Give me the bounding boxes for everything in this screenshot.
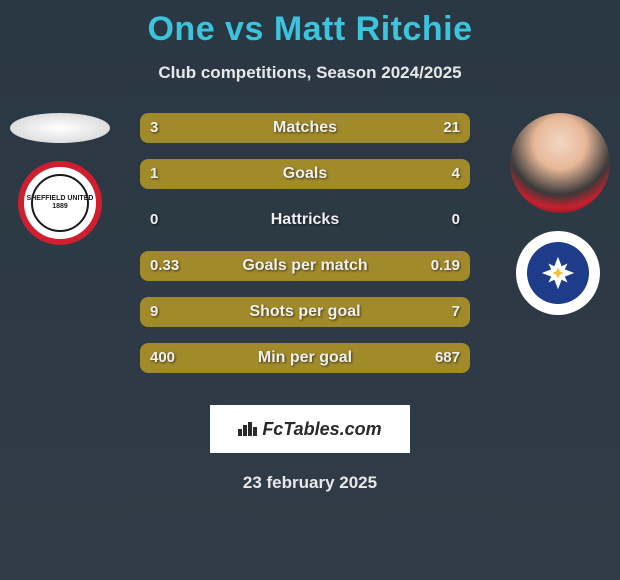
branding-label: FcTables.com [262, 419, 381, 440]
player-right-avatar [510, 113, 610, 213]
stat-label: Hattricks [140, 205, 470, 235]
branding-badge: FcTables.com [210, 405, 410, 453]
stat-value-left: 0.33 [150, 251, 179, 281]
star-icon [540, 255, 576, 291]
stat-label: Matches [140, 113, 470, 143]
player-right-column [510, 113, 610, 315]
date-label: 23 february 2025 [0, 473, 620, 493]
page-title: One vs Matt Ritchie [0, 0, 620, 49]
stat-value-right: 687 [435, 343, 460, 373]
stat-value-left: 400 [150, 343, 175, 373]
stat-label: Goals [140, 159, 470, 189]
stat-value-left: 0 [150, 205, 158, 235]
stat-row: Min per goal400 687 [140, 343, 470, 373]
stat-label: Shots per goal [140, 297, 470, 327]
club-crest-left: SHEFFIELD UNITED 1889 [18, 161, 102, 245]
stat-bars: Matches3 21 Goals1 4 Hattricks0 0 Goals per ma… [140, 113, 470, 389]
stat-row: Goals1 4 [140, 159, 470, 189]
comparison-area: SHEFFIELD UNITED 1889 Matches3 21 Goals1 4 H… [0, 113, 620, 393]
stat-label: Min per goal [140, 343, 470, 373]
club-crest-right [516, 231, 600, 315]
stat-value-right: 0 [452, 205, 460, 235]
stat-row: Matches3 21 [140, 113, 470, 143]
stat-value-right: 0.19 [431, 251, 460, 281]
crest-left-text: SHEFFIELD UNITED 1889 [24, 195, 96, 210]
stat-value-left: 3 [150, 113, 158, 143]
subtitle: Club competitions, Season 2024/2025 [0, 63, 620, 83]
player-left-column: SHEFFIELD UNITED 1889 [10, 113, 110, 245]
stat-value-right: 4 [452, 159, 460, 189]
stat-value-right: 7 [452, 297, 460, 327]
stat-value-left: 1 [150, 159, 158, 189]
stat-row: Hattricks0 0 [140, 205, 470, 235]
stat-value-right: 21 [443, 113, 460, 143]
stat-row: Goals per match0.33 0.19 [140, 251, 470, 281]
player-left-avatar [10, 113, 110, 143]
bar-chart-icon [238, 422, 256, 436]
stat-row: Shots per goal9 7 [140, 297, 470, 327]
stat-label: Goals per match [140, 251, 470, 281]
stat-value-left: 9 [150, 297, 158, 327]
